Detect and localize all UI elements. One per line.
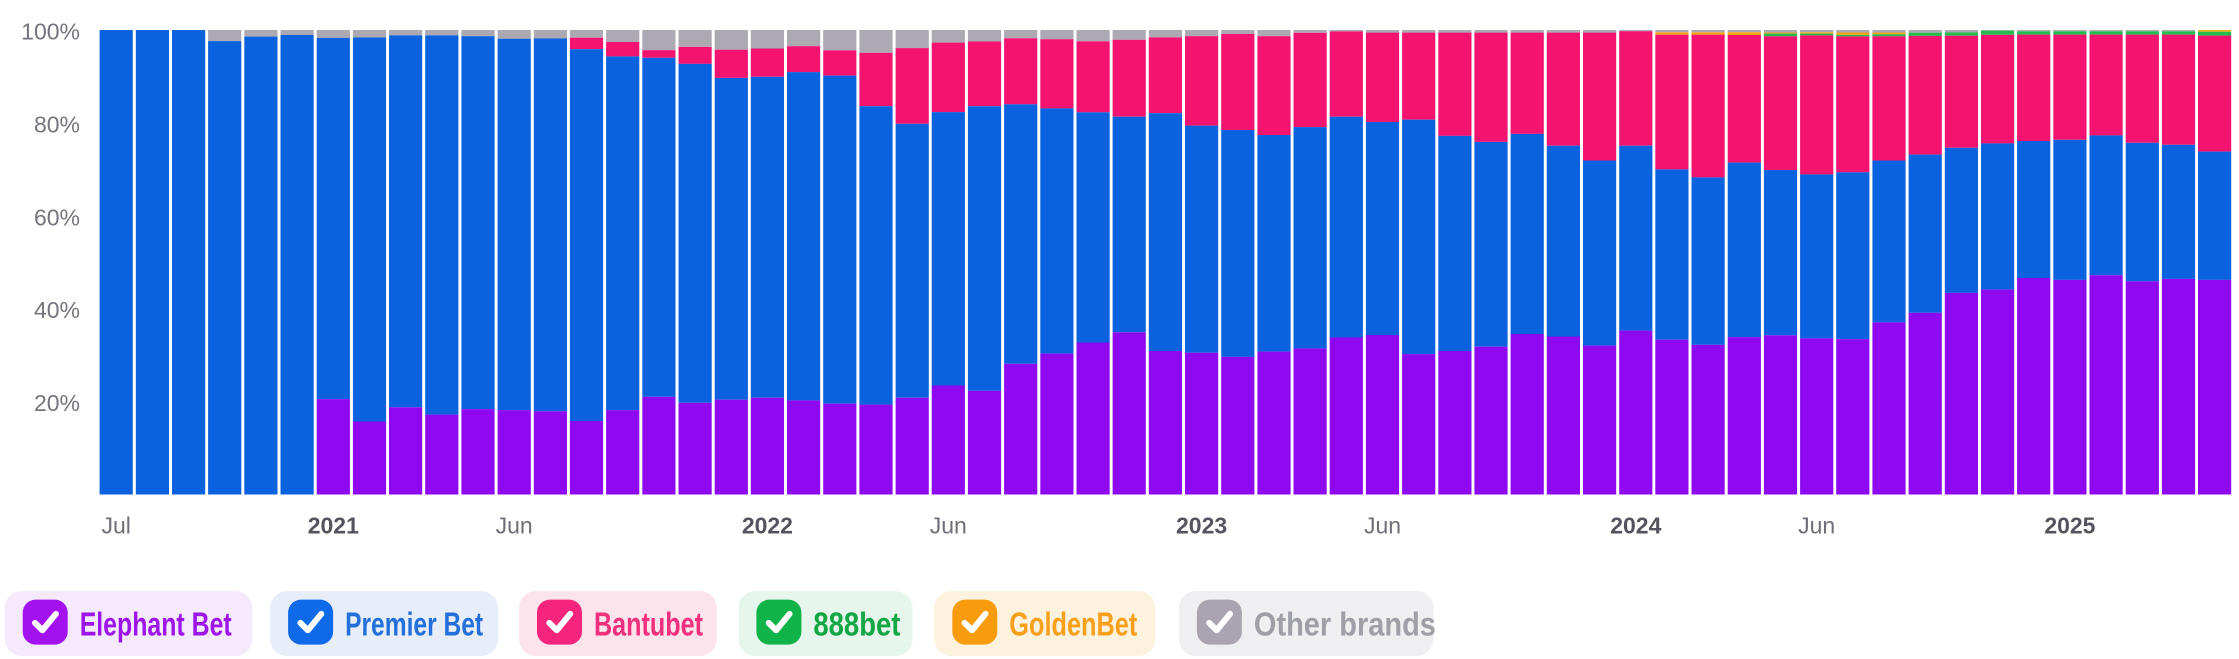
svg-text:Bantubet: Bantubet (594, 606, 703, 643)
svg-text:2022: 2022 (742, 513, 793, 539)
svg-text:Jun: Jun (496, 513, 533, 539)
svg-text:100%: 100% (21, 19, 80, 45)
svg-text:2025: 2025 (2044, 513, 2095, 539)
svg-text:Jun: Jun (930, 513, 967, 539)
svg-text:Jun: Jun (1364, 513, 1401, 539)
svg-text:2024: 2024 (1610, 513, 1661, 539)
svg-text:20%: 20% (34, 390, 80, 416)
svg-text:Jun: Jun (1798, 513, 1835, 539)
svg-text:Premier Bet: Premier Bet (345, 606, 483, 643)
svg-text:40%: 40% (34, 297, 80, 323)
svg-text:888bet: 888bet (813, 606, 900, 643)
svg-text:2023: 2023 (1176, 513, 1227, 539)
svg-text:2021: 2021 (308, 513, 359, 539)
svg-text:Jul: Jul (101, 513, 130, 539)
svg-text:Other brands: Other brands (1254, 606, 1436, 643)
svg-text:GoldenBet: GoldenBet (1009, 606, 1137, 643)
svg-text:Elephant Bet: Elephant Bet (80, 606, 232, 643)
svg-text:80%: 80% (34, 111, 80, 137)
svg-text:60%: 60% (34, 204, 80, 230)
